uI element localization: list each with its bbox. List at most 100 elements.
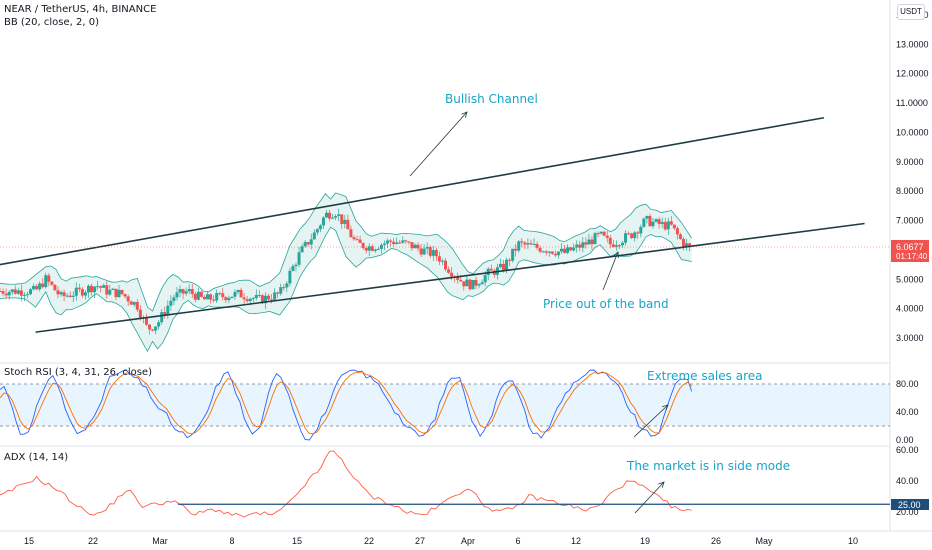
candle-body: [678, 234, 682, 239]
candle-body: [123, 294, 127, 297]
time-axis-ticks: 15 22 Mar 8 15 22 27 Apr 6 12 19 26 May 10: [24, 536, 858, 546]
candle-body: [370, 246, 374, 251]
time-tick-label: 6: [515, 536, 520, 546]
candle-body: [431, 250, 435, 256]
bollinger-bands: [0, 192, 692, 353]
candle-body: [22, 294, 26, 296]
candle-body: [300, 246, 304, 253]
candle-body: [373, 249, 377, 251]
candle-body: [386, 240, 390, 244]
candle-body: [425, 247, 429, 249]
candle-body: [547, 251, 551, 253]
candle-body: [602, 231, 606, 236]
candle-body: [120, 289, 124, 295]
time-tick-label: 27: [415, 536, 425, 546]
candle-body: [291, 266, 295, 271]
candle-body: [44, 275, 48, 288]
candle-body: [474, 280, 478, 286]
candle-body: [550, 251, 554, 254]
time-tick-label: 22: [364, 536, 374, 546]
candle-body: [288, 270, 292, 284]
candle-body: [41, 283, 45, 288]
bb-legend[interactable]: BB (20, close, 2, 0): [4, 17, 99, 28]
candle-body: [224, 297, 228, 301]
time-tick-label: 15: [24, 536, 34, 546]
candle-body: [587, 239, 591, 245]
note-price-out[interactable]: Price out of the band: [543, 297, 669, 311]
candle-body: [315, 229, 319, 233]
candle-body: [395, 242, 399, 245]
note-side-mode[interactable]: The market is in side mode: [626, 459, 790, 473]
adx-level-value: 25.00: [898, 500, 921, 510]
candle-body: [639, 226, 643, 234]
stoch-d-line: [0, 371, 692, 435]
candle-body: [465, 279, 469, 287]
candle-body: [1, 291, 5, 294]
candle-body: [642, 218, 646, 227]
candle-body: [428, 247, 432, 256]
candle-body: [605, 235, 609, 238]
candle-body: [563, 248, 567, 253]
candle-body: [523, 242, 527, 245]
candle-body: [135, 302, 139, 310]
time-tick-label: 15: [292, 536, 302, 546]
candle-body: [526, 243, 530, 245]
candle-body: [352, 237, 356, 240]
stoch-rsi-legend[interactable]: Stoch RSI (3, 4, 31, 26, close): [4, 367, 152, 378]
candle-body: [16, 290, 20, 294]
candle-body: [221, 293, 225, 298]
candle-body: [205, 294, 209, 300]
candle-body: [434, 250, 438, 257]
candle-body: [242, 297, 246, 300]
candle-body: [96, 286, 100, 288]
candle-body: [254, 294, 258, 299]
note-bullish-channel[interactable]: Bullish Channel: [445, 92, 538, 106]
candle-body: [489, 268, 493, 271]
candle-body: [535, 244, 539, 248]
candle-body: [132, 302, 136, 305]
candle-body: [340, 214, 344, 224]
candle-body: [608, 237, 612, 245]
candle-body: [337, 214, 341, 216]
symbol-legend[interactable]: NEAR / TetherUS, 4h, BINANCE: [4, 4, 157, 15]
note-extreme-sales[interactable]: Extreme sales area: [647, 369, 762, 383]
annotations[interactable]: Bullish Channel Price out of the band Extr…: [409, 92, 790, 514]
candle-body: [672, 224, 676, 229]
price-tick-label: 11.0000: [896, 98, 928, 108]
channel-lower-line[interactable]: [35, 222, 865, 333]
channel-upper-line[interactable]: [0, 116, 825, 266]
candle-body: [248, 298, 252, 302]
candle-body: [251, 298, 255, 300]
adx-tick-label: 60.00: [896, 445, 919, 455]
candle-body: [230, 296, 234, 298]
candle-body: [260, 295, 264, 304]
candle-body: [80, 289, 84, 296]
candle-body: [444, 260, 448, 270]
candle-body: [685, 243, 689, 247]
candle-body: [413, 244, 417, 249]
arrow-extreme-sales: [633, 404, 669, 438]
candle-body: [144, 317, 148, 325]
bullish-channel-lines[interactable]: [0, 116, 865, 333]
currency-button[interactable]: USDT: [897, 4, 925, 20]
candle-body: [245, 299, 249, 302]
time-tick-label: 8: [229, 536, 234, 546]
candle-body: [483, 275, 487, 283]
adx-legend[interactable]: ADX (14, 14): [4, 452, 69, 463]
candle-body: [294, 264, 298, 267]
price-tick-label: 5.0000: [896, 274, 924, 284]
candle-body: [148, 324, 152, 330]
candle-body: [199, 291, 203, 297]
candle-body: [541, 251, 545, 253]
candle-body: [215, 293, 219, 301]
price-tick-label: 8.0000: [896, 186, 924, 196]
candle-body: [636, 232, 640, 234]
price-tick-label: 7.0000: [896, 216, 924, 226]
candle-body: [129, 301, 133, 305]
candle-body: [102, 285, 106, 288]
time-tick-label: May: [755, 536, 773, 546]
candle-body: [297, 252, 301, 265]
candle-body: [514, 248, 518, 251]
candle-body: [187, 289, 191, 292]
